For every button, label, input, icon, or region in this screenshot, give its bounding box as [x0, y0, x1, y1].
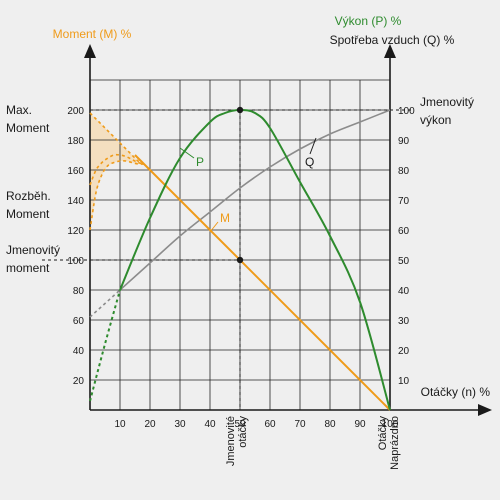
right-tick-40: 40	[398, 286, 410, 297]
x-tick-60: 60	[264, 419, 276, 430]
idle-speed-label-line2: Naprázdno	[389, 416, 401, 470]
max-moment-label-line2: Moment	[6, 121, 50, 135]
left-tick-180: 180	[67, 136, 84, 147]
startup-zone-shading	[90, 113, 144, 230]
rated-moment-label-line1: Jmenovitý	[6, 243, 60, 257]
series-line-m	[134, 154, 391, 411]
x-axis-tick-labels: 10 20 30 40 50 60 70 80 90 100	[114, 419, 398, 430]
startup-curve-middle	[89, 153, 145, 186]
x-tick-10: 10	[114, 419, 126, 430]
rated-power-label-line1: Jmenovitý	[420, 95, 474, 109]
right-tick-70: 70	[398, 196, 410, 207]
x-tick-50: 50	[234, 419, 246, 430]
series-label-q-leader	[309, 137, 317, 155]
left-axis-arrow	[84, 44, 96, 58]
x-tick-20: 20	[144, 419, 156, 430]
right-tick-60: 60	[398, 226, 410, 237]
series-line-p-dashed-start	[89, 289, 121, 402]
left-tick-160: 160	[67, 166, 84, 177]
startup-moment-curves	[89, 112, 145, 231]
left-tick-120: 120	[67, 226, 84, 237]
right-axis-title-air: Spotřeba vzduch (Q) %	[330, 33, 455, 47]
max-moment-label-line1: Max.	[6, 103, 32, 117]
right-tick-20: 20	[398, 346, 410, 357]
operating-point-marker-2	[236, 256, 244, 264]
startup-curve-lower	[89, 160, 145, 231]
start-moment-label-line1: Rozběh.	[6, 189, 51, 203]
x-tick-40: 40	[204, 419, 216, 430]
x-tick-80: 80	[324, 419, 336, 430]
left-tick-140: 140	[67, 196, 84, 207]
right-axis-arrow	[384, 44, 396, 58]
startup-curve-upper	[89, 112, 145, 165]
right-tick-10: 10	[398, 376, 410, 387]
right-axis-title-power: Výkon (P) %	[335, 14, 402, 28]
left-tick-200: 200	[67, 106, 84, 117]
rated-speed-label-line1: Jmenovité	[225, 416, 237, 466]
series-line-q-dashed-start	[89, 289, 121, 318]
operating-point-markers	[236, 106, 244, 264]
series-line-q	[119, 109, 391, 291]
operating-point-marker-1	[236, 106, 244, 114]
left-tick-60: 60	[73, 316, 85, 327]
left-axis-tick-labels: 20 40 60 80 100 120 140 160 180 200	[67, 106, 84, 387]
rated-speed-label: Jmenovité otáčky	[225, 416, 249, 467]
series-line-p	[119, 108, 391, 411]
idle-speed-label-line1: Otáčky	[377, 416, 389, 451]
vertical-grid-lines	[119, 80, 391, 410]
right-tick-100: 100	[398, 106, 415, 117]
left-tick-80: 80	[73, 286, 85, 297]
left-axis-title: Moment (M) %	[53, 27, 132, 41]
rated-power-label-line2: výkon	[420, 113, 451, 127]
series-label-m: M	[220, 211, 230, 225]
series-label-p-leader	[179, 147, 195, 159]
rated-speed-label-line2: otáčky	[237, 416, 249, 448]
start-moment-label-line2: Moment	[6, 207, 50, 221]
series-name-labels: P M Q	[179, 137, 317, 233]
rated-moment-label-line2: moment	[6, 261, 50, 275]
right-tick-80: 80	[398, 166, 410, 177]
right-axis-tick-labels: 10 20 30 40 50 60 70 80 90 100	[398, 106, 415, 387]
x-tick-70: 70	[294, 419, 306, 430]
right-tick-50: 50	[398, 256, 410, 267]
x-axis-arrow	[478, 404, 492, 416]
idle-speed-label: Otáčky Naprázdno	[377, 416, 401, 470]
series-label-p: P	[196, 155, 204, 169]
left-tick-20: 20	[73, 376, 85, 387]
right-tick-90: 90	[398, 136, 410, 147]
left-tick-100: 100	[67, 256, 84, 267]
x-axis-title: Otáčky (n) %	[421, 385, 491, 399]
left-tick-40: 40	[73, 346, 85, 357]
x-tick-100: 100	[382, 419, 399, 430]
series-label-m-leader	[209, 221, 219, 233]
x-tick-90: 90	[354, 419, 366, 430]
x-tick-30: 30	[174, 419, 186, 430]
series-label-q: Q	[305, 155, 314, 169]
right-tick-30: 30	[398, 316, 410, 327]
